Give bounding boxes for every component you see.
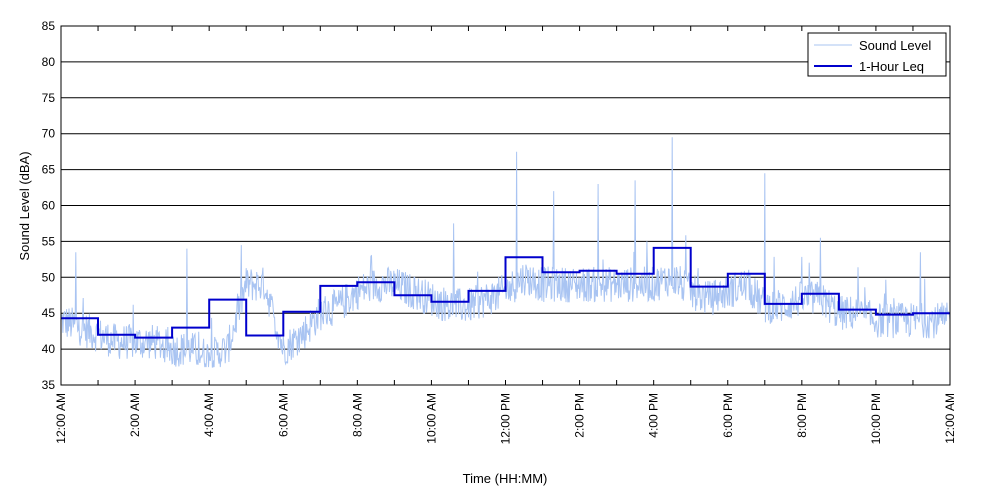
legend-box [807,32,947,77]
y-tick-label: 60 [42,199,56,213]
x-tick-label: 12:00 AM [943,393,957,444]
x-tick-label: 2:00 PM [573,393,587,438]
x-tick-label: 4:00 AM [202,393,216,437]
y-tick-label: 35 [42,378,56,392]
x-tick-label: 6:00 PM [721,393,735,438]
legend: Sound Level 1-Hour Leq [807,32,947,77]
x-tick-label: 12:00 PM [499,393,513,444]
x-tick-label: 2:00 AM [128,393,142,437]
y-axis-label: Sound Level (dBA) [17,151,32,260]
x-axis-ticks: 12:00 AM 2:00 AM 4:00 AM 6:00 AM 8:00 AM 10:0… [54,26,957,444]
x-tick-label: 6:00 AM [276,393,290,437]
legend-label-leq: 1-Hour Leq [859,59,924,74]
x-tick-label: 8:00 PM [795,393,809,438]
leq-step-line [61,246,950,339]
x-tick-label: 10:00 PM [869,393,883,444]
y-tick-label: 85 [42,19,56,33]
x-axis-label: Time (HH:MM) [463,471,548,486]
y-tick-label: 80 [42,55,56,69]
x-tick-label: 12:00 AM [54,393,68,444]
x-tick-label: 10:00 AM [424,393,438,444]
x-tick-label: 8:00 AM [350,393,364,437]
leq-series [61,246,950,339]
legend-label-sound-level: Sound Level [859,38,931,53]
y-tick-label: 45 [42,306,56,320]
y-tick-label: 70 [42,127,56,141]
y-tick-label: 55 [42,234,56,248]
y-tick-label: 75 [42,91,56,105]
y-axis-ticks: 35 40 45 50 55 60 65 70 75 80 85 [42,19,56,392]
y-tick-label: 40 [42,342,56,356]
x-tick-label: 4:00 PM [647,393,661,438]
y-tick-label: 50 [42,270,56,284]
y-tick-label: 65 [42,163,56,177]
